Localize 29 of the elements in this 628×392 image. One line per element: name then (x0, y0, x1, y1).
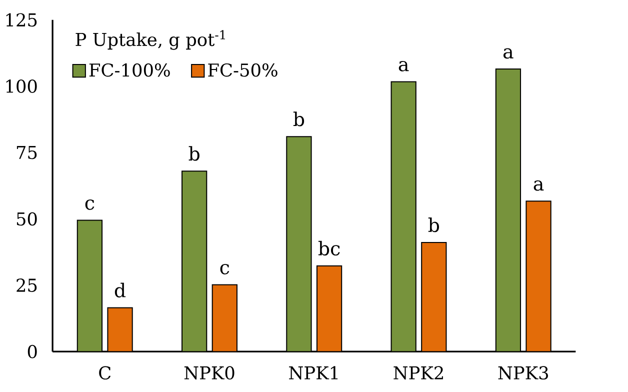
annotation: bc (318, 240, 340, 256)
annotation: b (293, 111, 304, 126)
annotation: a (504, 48, 514, 58)
y-tick-label: 75 (16, 146, 37, 159)
y-tick-label: 125 (6, 13, 37, 26)
bar (390, 81, 416, 352)
y-tick-label: 100 (6, 79, 37, 93)
annotation: c (220, 264, 230, 274)
text: P Uptake, g pot$^{-1}$ (76, 30, 225, 50)
annotation: a (398, 60, 409, 72)
bar (286, 136, 312, 352)
bar (182, 170, 208, 352)
annotation: a (534, 180, 544, 191)
bar (495, 68, 522, 352)
annotation: b (428, 217, 440, 232)
y-tick-label: 50 (16, 212, 37, 226)
x-tick-label: NPK1 (289, 366, 338, 380)
legend-label: FC-50% (208, 63, 278, 77)
y-tick-label: 25 (16, 278, 37, 292)
legend-label: FC-100% (89, 63, 170, 77)
annotation: b (188, 146, 200, 161)
y-tick-label: 0 (28, 344, 37, 358)
x-tick-label: NPK2 (394, 366, 443, 380)
annotation: c (85, 199, 94, 210)
x-tick-label: C (99, 366, 111, 380)
bar (76, 220, 103, 352)
annotation: d (114, 282, 126, 298)
x-tick-label: NPK0 (184, 366, 234, 380)
x-tick-label: NPK3 (498, 366, 548, 380)
